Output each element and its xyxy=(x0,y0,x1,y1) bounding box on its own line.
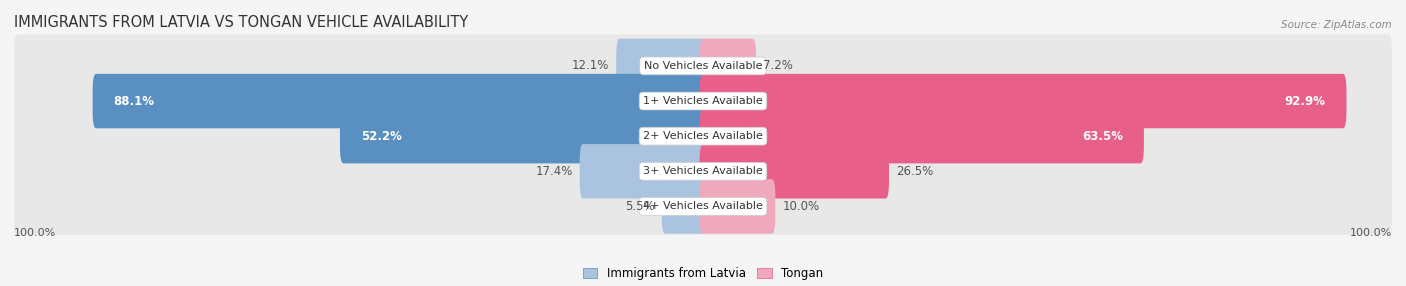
Text: 100.0%: 100.0% xyxy=(1350,228,1392,238)
FancyBboxPatch shape xyxy=(616,39,706,93)
Text: Source: ZipAtlas.com: Source: ZipAtlas.com xyxy=(1281,20,1392,30)
FancyBboxPatch shape xyxy=(14,140,1392,203)
Text: 52.2%: 52.2% xyxy=(360,130,402,143)
Text: 92.9%: 92.9% xyxy=(1285,95,1326,108)
Text: 17.4%: 17.4% xyxy=(536,165,572,178)
Text: 12.1%: 12.1% xyxy=(572,59,609,72)
FancyBboxPatch shape xyxy=(700,39,756,93)
Text: 1+ Vehicles Available: 1+ Vehicles Available xyxy=(643,96,763,106)
FancyBboxPatch shape xyxy=(700,74,1347,128)
Text: 63.5%: 63.5% xyxy=(1083,130,1123,143)
Text: No Vehicles Available: No Vehicles Available xyxy=(644,61,762,71)
FancyBboxPatch shape xyxy=(700,144,889,198)
Text: 5.5%: 5.5% xyxy=(626,200,655,213)
FancyBboxPatch shape xyxy=(14,175,1392,238)
Text: 88.1%: 88.1% xyxy=(114,95,155,108)
FancyBboxPatch shape xyxy=(700,109,1144,163)
FancyBboxPatch shape xyxy=(14,105,1392,168)
FancyBboxPatch shape xyxy=(93,74,706,128)
FancyBboxPatch shape xyxy=(340,109,706,163)
Text: 26.5%: 26.5% xyxy=(896,165,934,178)
FancyBboxPatch shape xyxy=(579,144,706,198)
FancyBboxPatch shape xyxy=(14,35,1392,97)
FancyBboxPatch shape xyxy=(700,179,775,234)
Text: IMMIGRANTS FROM LATVIA VS TONGAN VEHICLE AVAILABILITY: IMMIGRANTS FROM LATVIA VS TONGAN VEHICLE… xyxy=(14,15,468,30)
FancyBboxPatch shape xyxy=(14,69,1392,132)
Text: 10.0%: 10.0% xyxy=(782,200,820,213)
Legend: Immigrants from Latvia, Tongan: Immigrants from Latvia, Tongan xyxy=(578,262,828,285)
Text: 100.0%: 100.0% xyxy=(14,228,56,238)
Text: 3+ Vehicles Available: 3+ Vehicles Available xyxy=(643,166,763,176)
Text: 7.2%: 7.2% xyxy=(763,59,793,72)
Text: 4+ Vehicles Available: 4+ Vehicles Available xyxy=(643,201,763,211)
Text: 2+ Vehicles Available: 2+ Vehicles Available xyxy=(643,131,763,141)
FancyBboxPatch shape xyxy=(662,179,706,234)
